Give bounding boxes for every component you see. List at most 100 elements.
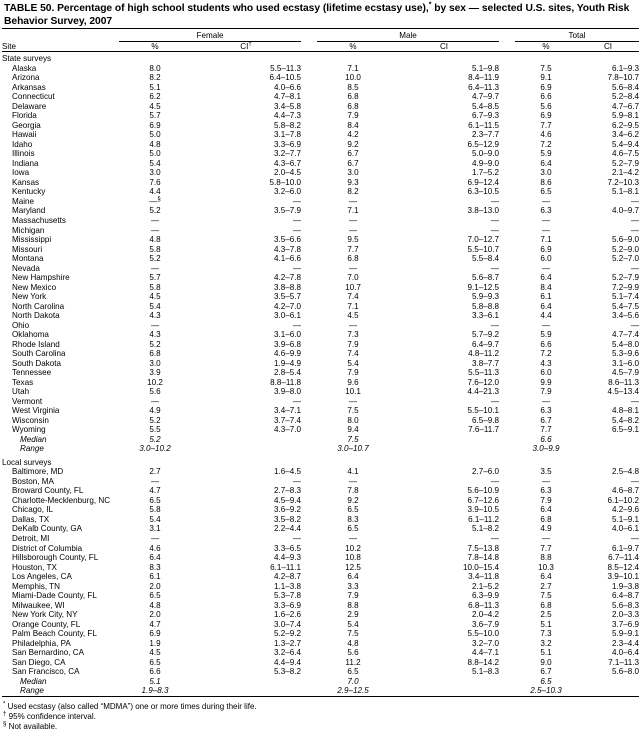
col-gap bbox=[499, 264, 515, 274]
row-female-pct: 4.4 bbox=[149, 187, 161, 197]
row-male-pct: — bbox=[348, 215, 358, 225]
col-gap bbox=[301, 544, 317, 554]
table-row: Oklahoma 4.3 3.1–6.0 7.3 5.7–9.2 5.9 4.7–7.4 bbox=[2, 330, 639, 340]
table-row: San Diego, CA 6.5 4.4–9.4 11.2 8.8–14.2 9.0 7.… bbox=[2, 658, 639, 668]
summary-total-ci bbox=[577, 686, 639, 696]
row-total-pct: 7.7 bbox=[540, 425, 552, 435]
row-male-ci: 2.1–5.2 bbox=[471, 581, 499, 591]
row-site-label: Detroit, MI bbox=[12, 534, 50, 543]
summary-total-ci bbox=[577, 444, 639, 454]
row-male-ci: — bbox=[490, 534, 499, 543]
row-male-pct: 10.8 bbox=[345, 553, 361, 563]
row-site-label: San Francisco, CA bbox=[12, 667, 80, 677]
row-male-ci: 8.8–14.2 bbox=[467, 657, 499, 667]
group-header-total: Total bbox=[515, 31, 639, 42]
row-male-pct: 9.6 bbox=[347, 377, 359, 387]
section-title: State surveys bbox=[2, 54, 52, 64]
summary-total-ci bbox=[577, 677, 639, 687]
summary-label: Median bbox=[20, 676, 47, 686]
summary-label: Range bbox=[20, 444, 44, 454]
col-gap bbox=[499, 591, 515, 601]
row-male-pct: 6.8 bbox=[347, 254, 359, 264]
row-total-ci: 5.6–9.0 bbox=[611, 235, 639, 245]
col-gap bbox=[301, 64, 317, 74]
row-male-ci: — bbox=[490, 263, 499, 273]
footnote-3: § Not available. bbox=[3, 720, 638, 732]
row-female-pct: — bbox=[150, 225, 160, 235]
footnote-marker: † bbox=[3, 710, 7, 718]
table-row: North Carolina 5.4 4.2–7.0 7.1 5.8–8.8 6.4 5.4… bbox=[2, 302, 639, 312]
row-site-label: Memphis, TN bbox=[12, 581, 60, 591]
row-site-label: New Mexico bbox=[12, 282, 57, 292]
row-female-ci: 5.5–11.3 bbox=[270, 63, 301, 73]
row-male-ci: 7.0–12.7 bbox=[467, 235, 499, 245]
row-total-ci: 5.3–9.6 bbox=[611, 349, 639, 359]
row-male-pct: 7.1 bbox=[347, 301, 359, 311]
row-site-label: Connecticut bbox=[12, 92, 55, 102]
row-male-ci: 4.7–9.7 bbox=[471, 92, 499, 102]
section-title: Local surveys bbox=[2, 457, 52, 467]
row-total-pct: 8.8 bbox=[540, 553, 552, 563]
col-gap bbox=[301, 639, 317, 649]
col-gap bbox=[301, 245, 317, 255]
footnote-2: † 95% confidence interval. bbox=[3, 710, 638, 722]
row-total-pct: 5.6 bbox=[540, 101, 552, 111]
col-gap bbox=[301, 397, 317, 407]
summary-label: Median bbox=[20, 434, 47, 444]
row-total-pct: 6.4 bbox=[540, 572, 552, 582]
row-total-pct: 2.7 bbox=[540, 581, 552, 591]
row-site-label: Charlotte-Mecklenburg, NC bbox=[12, 495, 111, 505]
row-male-ci: 6.1–11.2 bbox=[468, 514, 499, 524]
row-female-pct: — bbox=[150, 320, 160, 330]
table-row: San Bernardino, CA 4.5 3.2–6.4 5.6 4.4–7.1 5.… bbox=[2, 648, 639, 658]
col-gap bbox=[301, 572, 317, 582]
row-site-label: North Carolina bbox=[12, 301, 65, 311]
row-total-ci: 5.4–7.5 bbox=[611, 301, 639, 311]
row-male-ci: 6.4–9.7 bbox=[471, 339, 499, 349]
table-row: Ohio — — — — — — bbox=[2, 321, 639, 331]
group-header-row: Female Male Total bbox=[2, 31, 639, 42]
table-row: Utah 5.6 3.9–8.0 10.1 4.4–21.3 7.9 4.5–13.4 bbox=[2, 387, 639, 397]
section-header-row: Local surveys bbox=[2, 458, 639, 468]
col-gap bbox=[499, 311, 515, 321]
row-male-ci: 5.7–9.2 bbox=[471, 330, 499, 340]
col-gap bbox=[301, 677, 317, 687]
row-female-pct: 5.2 bbox=[149, 254, 161, 264]
col-gap bbox=[499, 610, 515, 620]
row-total-pct: 5.1 bbox=[540, 619, 552, 629]
row-site-label: Maine bbox=[12, 196, 35, 206]
summary-male-ci bbox=[389, 435, 499, 445]
row-female-pct: 5.4 bbox=[149, 301, 161, 311]
row-male-ci: 5.6–10.9 bbox=[467, 486, 499, 496]
col-header-total-ci: CI bbox=[603, 41, 613, 51]
summary-row-range: Range 1.9–8.3 2.9–12.5 2.5–10.3 bbox=[2, 686, 639, 696]
row-male-pct: 7.7 bbox=[347, 244, 359, 254]
col-gap bbox=[499, 368, 515, 378]
table-row: Charlotte-Mecklenburg, NC 6.5 4.5–9.4 9.2 6.… bbox=[2, 496, 639, 506]
row-male-ci: 5.6–8.7 bbox=[471, 273, 499, 283]
row-site-label: Georgia bbox=[12, 120, 41, 130]
rule-bottom bbox=[2, 695, 639, 699]
row-total-ci: 6.2–9.5 bbox=[611, 120, 639, 130]
row-male-ci: 5.9–9.3 bbox=[471, 292, 499, 302]
row-female-ci: 1.9–4.9 bbox=[273, 358, 301, 368]
summary-row-median: Median 5.1 7.0 6.5 bbox=[2, 677, 639, 687]
row-female-ci: 4.7–8.1 bbox=[273, 92, 301, 102]
row-female-ci: 3.1–6.0 bbox=[273, 330, 301, 340]
row-male-pct: 8.2 bbox=[347, 187, 359, 197]
footnote-marker: § bbox=[3, 720, 7, 728]
col-gap bbox=[301, 226, 317, 236]
group-header-male: Male bbox=[317, 31, 499, 42]
col-gap bbox=[301, 416, 317, 426]
table-row: Montana 5.2 4.1–6.6 6.8 5.5–8.4 6.0 5.2–7.0 bbox=[2, 254, 639, 264]
row-male-ci: 4.9–9.0 bbox=[471, 158, 499, 168]
row-male-pct: 6.8 bbox=[347, 101, 359, 111]
row-female-pct: — bbox=[150, 396, 160, 406]
table-row: DeKalb County, GA 3.1 2.2–4.4 6.5 5.1–8.2 4.9… bbox=[2, 524, 639, 534]
row-total-pct: 6.7 bbox=[540, 415, 552, 425]
col-gap bbox=[499, 349, 515, 359]
row-female-pct: 1.9 bbox=[149, 638, 161, 648]
row-male-ci: 3.8–13.0 bbox=[467, 206, 499, 216]
row-female-ci: 3.5–5.7 bbox=[273, 292, 301, 302]
col-gap bbox=[499, 601, 515, 611]
